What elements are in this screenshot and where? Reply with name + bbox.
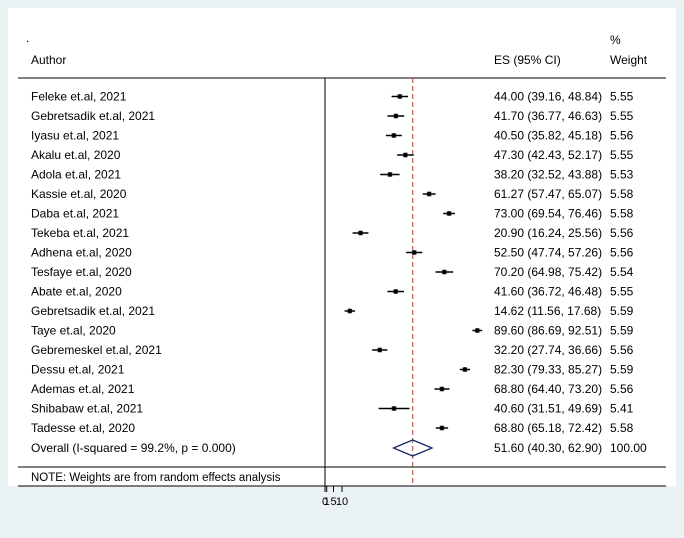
study-point-estimate	[446, 211, 452, 216]
study-author-label: Gebretsadik et.al, 2021	[31, 109, 155, 123]
study-es-ci-label: 41.70 (36.77, 46.63)	[494, 109, 602, 123]
study-author-label: Kassie et.al, 2020	[31, 187, 127, 201]
study-weight-label: 5.58	[610, 187, 634, 201]
study-weight-label: 5.55	[610, 285, 634, 299]
study-author-label: Tesfaye et.al, 2020	[31, 265, 132, 279]
study-es-ci-label: 40.50 (35.82, 45.18)	[494, 129, 602, 143]
weights-note: NOTE: Weights are from random effects an…	[31, 472, 281, 484]
study-author-label: Adola et.al, 2021	[31, 168, 121, 182]
study-es-ci-label: 14.62 (11.56, 17.68)	[494, 304, 601, 318]
study-author-label: Gebretsadik et.al, 2021	[31, 304, 155, 318]
study-es-ci-label: 41.60 (36.72, 46.48)	[494, 285, 602, 299]
study-author-label: Gebremeskel et.al, 2021	[31, 343, 162, 357]
study-point-estimate	[377, 347, 382, 353]
study-author-label: Tadesse et.al, 2020	[31, 421, 135, 435]
study-point-estimate	[387, 172, 393, 177]
study-point-estimate	[391, 133, 397, 138]
overall-effect-diamond	[391, 439, 434, 457]
overall-es-ci: 51.60 (40.30, 62.90)	[494, 441, 602, 455]
study-point-estimate	[439, 425, 445, 431]
study-es-ci-label: 38.20 (32.52, 43.88)	[494, 168, 602, 182]
x-tick-label: 1	[324, 496, 330, 508]
study-es-ci-label: 52.50 (47.74, 57.26)	[494, 246, 602, 260]
study-point-estimate	[393, 289, 398, 294]
study-author-label: Feleke et.al, 2021	[31, 90, 127, 104]
study-point-estimate	[403, 152, 408, 158]
study-weight-label: 5.53	[610, 168, 634, 182]
dot-mark: .	[26, 31, 29, 45]
study-weight-label: 5.55	[610, 109, 634, 123]
study-point-estimate	[439, 386, 445, 392]
study-weight-label: 5.41	[610, 402, 634, 416]
study-weight-label: 5.59	[610, 304, 634, 318]
study-weight-label: 5.56	[610, 226, 634, 240]
study-es-ci-label: 68.80 (64.40, 73.20)	[494, 382, 602, 396]
study-weight-label: 5.55	[610, 90, 634, 104]
x-tick-label: 5	[330, 496, 336, 508]
study-point-estimate	[358, 230, 363, 236]
study-weight-label: 5.59	[610, 363, 634, 377]
study-weight-label: 5.55	[610, 148, 634, 162]
study-es-ci-label: 61.27 (57.47, 65.07)	[494, 187, 602, 201]
study-point-estimate	[412, 250, 417, 255]
study-es-ci-label: 20.90 (16.24, 25.56)	[494, 226, 602, 240]
study-author-label: Ademas et.al, 2021	[31, 382, 135, 396]
study-author-label: Akalu et.al, 2020	[31, 148, 121, 162]
study-es-ci-label: 47.30 (42.43, 52.17)	[494, 148, 602, 162]
study-weight-label: 5.56	[610, 382, 634, 396]
plot-panel	[8, 8, 676, 486]
study-point-estimate	[397, 94, 402, 99]
study-author-label: Daba et.al, 2021	[31, 207, 119, 221]
study-author-label: Tekeba et.al, 2021	[31, 226, 129, 240]
study-point-estimate	[391, 406, 397, 411]
x-tick-label: 0	[322, 496, 328, 508]
study-author-label: Taye et.al, 2020	[31, 324, 116, 338]
study-weight-label: 5.58	[610, 207, 634, 221]
study-weight-label: 5.54	[610, 265, 634, 279]
study-point-estimate	[442, 269, 447, 275]
study-es-ci-label: 68.80 (65.18, 72.42)	[494, 421, 602, 435]
es-ci-header: ES (95% CI)	[494, 53, 561, 67]
study-author-label: Adhena et.al, 2020	[31, 246, 132, 260]
study-es-ci-label: 70.20 (64.98, 75.42)	[494, 265, 602, 279]
overall-label: Overall (I-squared = 99.2%, p = 0.000)	[31, 441, 236, 455]
study-author-label: Dessu et.al, 2021	[31, 363, 125, 377]
study-point-estimate	[426, 191, 432, 197]
study-es-ci-label: 73.00 (69.54, 76.46)	[494, 207, 602, 221]
study-es-ci-label: 44.00 (39.16, 48.84)	[494, 90, 602, 104]
study-es-ci-label: 32.20 (27.74, 36.66)	[494, 343, 602, 357]
weight-header-label: Weight	[610, 53, 648, 67]
x-tick-label: 10	[336, 496, 348, 508]
study-weight-label: 5.56	[610, 343, 634, 357]
study-weight-label: 5.56	[610, 129, 634, 143]
study-es-ci-label: 40.60 (31.51, 49.69)	[494, 402, 602, 416]
study-point-estimate	[475, 328, 480, 333]
study-weight-label: 5.58	[610, 421, 634, 435]
weight-header-percent: %	[610, 33, 621, 47]
overall-weight: 100.00	[610, 441, 647, 455]
study-author-label: Abate et.al, 2020	[31, 285, 122, 299]
study-weight-label: 5.59	[610, 324, 634, 338]
study-es-ci-label: 82.30 (79.33, 85.27)	[494, 363, 602, 377]
study-author-label: Iyasu et.al, 2021	[31, 129, 119, 143]
study-point-estimate	[347, 308, 353, 314]
study-point-estimate	[393, 113, 399, 119]
author-header: Author	[31, 53, 66, 67]
study-weight-label: 5.56	[610, 246, 634, 260]
study-es-ci-label: 89.60 (86.69, 92.51)	[494, 324, 602, 338]
study-point-estimate	[462, 367, 468, 372]
study-author-label: Shibabaw et.al, 2021	[31, 402, 143, 416]
